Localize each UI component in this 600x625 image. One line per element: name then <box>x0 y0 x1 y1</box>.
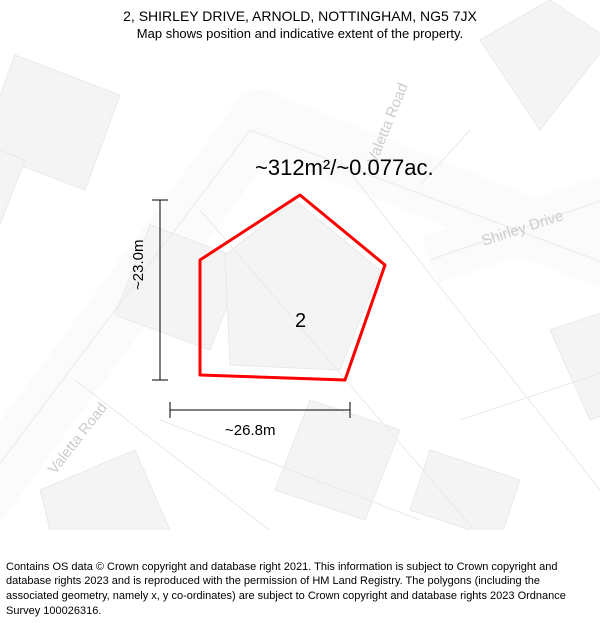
subtitle: Map shows position and indicative extent… <box>0 26 600 41</box>
header: 2, SHIRLEY DRIVE, ARNOLD, NOTTINGHAM, NG… <box>0 8 600 41</box>
address-title: 2, SHIRLEY DRIVE, ARNOLD, NOTTINGHAM, NG… <box>0 8 600 24</box>
plot-number: 2 <box>295 310 306 333</box>
map-svg <box>0 0 600 530</box>
horizontal-dimension: ~26.8m <box>225 422 275 439</box>
area-label: ~312m²/~0.077ac. <box>255 155 434 181</box>
vertical-dimension: ~23.0m <box>130 240 147 290</box>
copyright-footer: Contains OS data © Crown copyright and d… <box>6 560 594 619</box>
